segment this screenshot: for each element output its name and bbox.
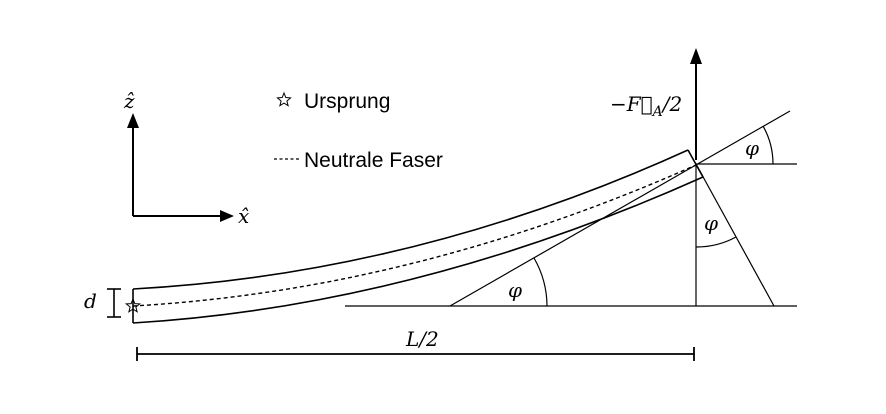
thickness-label: d [84,289,97,313]
neutral-fiber [132,164,697,307]
construction-lines [345,110,797,307]
angle-label-top: φ [745,136,759,160]
beam [132,149,704,324]
force-label-subscript: A [651,104,663,120]
force-arrowhead [690,48,702,64]
angle-markers: φ φ φ [508,125,774,307]
angle-arc-bottom [533,257,548,307]
coordinate-axes: ẑ x̂ [123,89,249,228]
force-arrow: −F⃗A/2 [610,48,702,160]
x-axis-label: x̂ [238,204,249,228]
z-axis-label: ẑ [123,89,135,113]
force-label-suffix: /2 [661,92,682,116]
legend-origin-label: Ursprung [304,90,390,113]
beam-bottom-edge [132,176,704,324]
tangent-line [449,110,791,307]
legend: Ursprung Neutrale Faser [274,90,443,172]
origin-star-icon [124,297,142,313]
length-label: L/2 [405,327,439,351]
force-label-main: −F⃗ [610,92,653,116]
angle-arc-middle [695,236,737,248]
angle-label-middle: φ [704,211,718,235]
length-dimension: L/2 [136,327,695,361]
force-label: −F⃗A/2 [610,92,682,120]
legend-star-icon [276,91,292,107]
x-axis-arrowhead [220,210,234,222]
beam-top-edge [132,149,689,290]
thickness-indicator: d [84,288,121,318]
angle-label-bottom: φ [508,278,522,302]
z-axis-arrowhead [127,113,139,128]
legend-neutral-label: Neutrale Faser [304,149,443,172]
angle-arc-top [762,125,774,165]
normal-line [695,163,775,307]
